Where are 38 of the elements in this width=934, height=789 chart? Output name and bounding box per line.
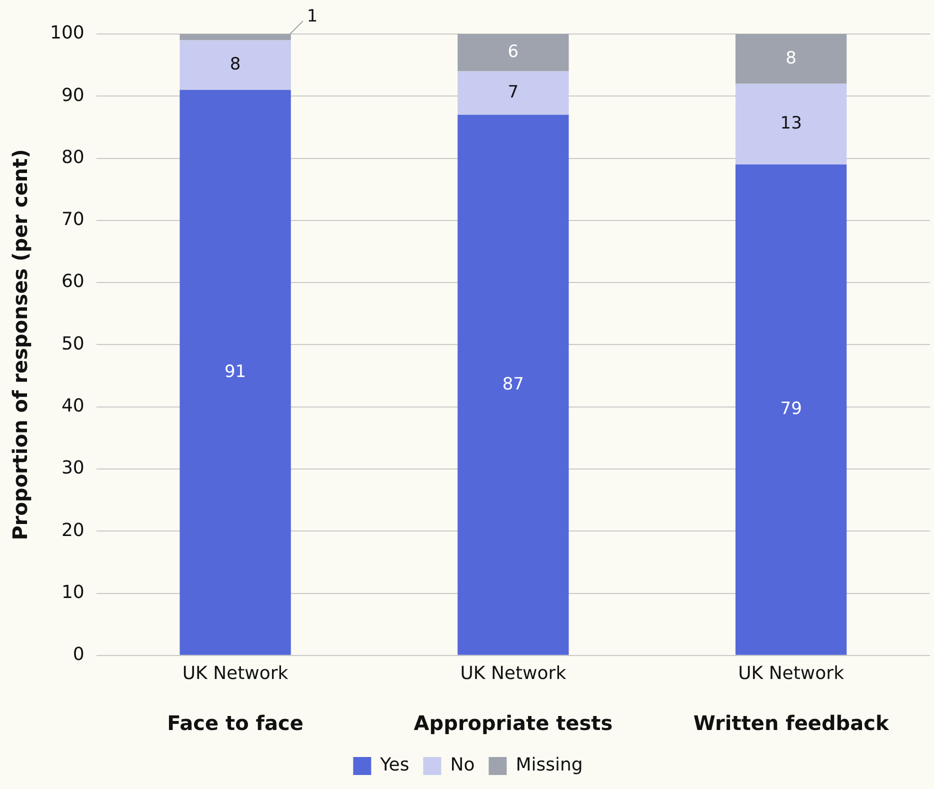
y-tick-label: 100 <box>50 22 84 44</box>
data-label: 1 <box>306 6 318 27</box>
y-tick-label: 0 <box>72 644 84 666</box>
bar <box>180 90 291 655</box>
text: Face to face <box>167 711 304 736</box>
text: Appropriate tests <box>414 711 613 736</box>
legend-label: Missing <box>516 754 583 776</box>
data-label: 79 <box>780 399 802 420</box>
y-tick-label: 20 <box>61 520 84 541</box>
bar <box>735 164 847 655</box>
x-tick-label: UK Network <box>738 662 845 684</box>
y-tick-label: 60 <box>61 271 84 292</box>
data-label: 87 <box>502 374 524 394</box>
y-tick-label: 70 <box>61 209 84 230</box>
bar <box>735 34 847 84</box>
y-tick-label: 10 <box>61 582 84 603</box>
y-tick-label: 80 <box>61 146 84 168</box>
bar <box>458 34 569 72</box>
legend-label: No <box>450 754 475 776</box>
bar <box>735 84 847 164</box>
x-tick-label: UK Network <box>182 662 289 684</box>
legend-label: Yes <box>379 754 410 776</box>
y-axis-title: Proportion of responses (per cent) <box>8 149 32 540</box>
data-label: 8 <box>786 48 796 68</box>
y-tick-label: 90 <box>61 84 84 106</box>
data-label: 7 <box>508 82 519 102</box>
bar <box>458 71 569 115</box>
x-tick-label: UK Network <box>460 662 567 684</box>
data-label: 91 <box>224 362 246 382</box>
data-label: 6 <box>508 42 519 62</box>
data-label: 8 <box>230 54 241 74</box>
bar <box>180 40 291 90</box>
y-tick-label: 50 <box>61 333 84 354</box>
data-label: 13 <box>780 114 802 134</box>
text: Written feedback <box>693 711 890 736</box>
y-tick-label: 30 <box>61 458 84 479</box>
y-tick-label: 40 <box>61 396 84 417</box>
bar <box>458 114 569 655</box>
